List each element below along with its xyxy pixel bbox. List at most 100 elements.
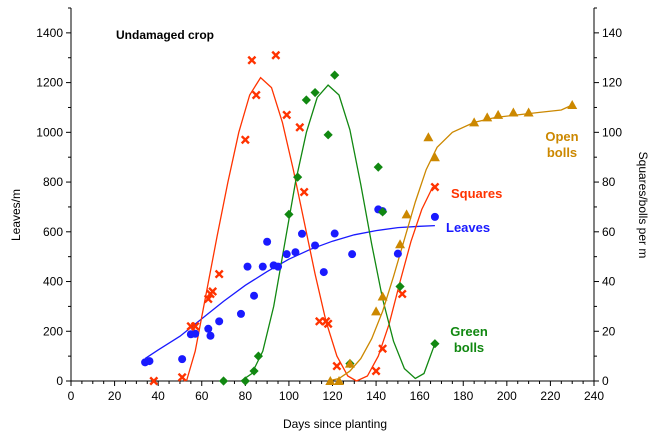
green-bolls-point <box>330 70 340 80</box>
chart-title: Undamaged crop <box>116 28 214 42</box>
squares-point-stroke <box>149 376 159 386</box>
leaves-point <box>297 229 306 238</box>
open-bolls-point <box>423 132 434 142</box>
squares-point <box>214 269 224 279</box>
y2-tick-label: 140 <box>602 26 622 40</box>
x-tick-label: 220 <box>540 389 560 403</box>
green-bolls-point <box>249 366 259 376</box>
green-bolls-point <box>310 87 320 98</box>
leaves-point <box>243 262 252 271</box>
squares-point <box>149 376 159 386</box>
y2-tick-label: 80 <box>602 175 616 189</box>
squares-point <box>282 110 292 120</box>
green-bolls-point <box>373 162 383 172</box>
leaves-point <box>206 331 215 340</box>
x-tick-label: 40 <box>151 389 165 403</box>
squares-point-stroke <box>251 90 261 100</box>
squares-point <box>323 319 333 329</box>
green-bolls-point <box>430 339 440 349</box>
green-bolls-label: bolls <box>454 340 484 355</box>
y2-axis-title: Squares/bolls per m <box>636 152 650 259</box>
leaves-point <box>178 355 187 364</box>
y2-tick-label: 0 <box>602 374 609 388</box>
y-tick-label: 200 <box>43 324 63 338</box>
squares-point <box>397 289 407 299</box>
leaves-point <box>430 212 439 221</box>
y-tick-label: 1400 <box>36 26 63 40</box>
y-tick-label: 1000 <box>36 125 63 139</box>
y-tick-label: 600 <box>43 225 63 239</box>
squares-point-stroke <box>208 287 218 296</box>
open-bolls-point <box>395 239 406 249</box>
green-bolls-point <box>284 209 294 219</box>
leaves-point <box>393 249 402 258</box>
green-bolls-point <box>240 376 250 386</box>
y2-tick-label: 40 <box>602 275 616 289</box>
squares-point <box>190 321 200 331</box>
leaves-point <box>274 262 283 271</box>
squares-point <box>295 122 305 132</box>
x-axis-title: Days since planting <box>283 417 387 431</box>
squares-point <box>271 50 281 60</box>
open-bolls-point <box>401 209 412 219</box>
leaves-point <box>319 268 328 277</box>
leaves-point <box>236 309 245 318</box>
leaves-point <box>258 262 267 271</box>
y-tick-label: 400 <box>43 275 63 289</box>
leaves-point <box>311 241 320 250</box>
squares-point-stroke <box>203 294 213 304</box>
open-bolls-point <box>377 291 388 301</box>
open-bolls-point <box>469 117 480 127</box>
squares-point <box>203 294 213 304</box>
leaves-label: Leaves <box>446 220 490 235</box>
squares-point-stroke <box>282 110 292 120</box>
squares-point-stroke <box>295 122 305 132</box>
x-tick-label: 180 <box>453 389 473 403</box>
green-bolls-curve <box>240 84 436 382</box>
leaves-point <box>204 324 213 333</box>
open-bolls-point <box>325 376 336 385</box>
leaves-point <box>250 291 259 300</box>
squares-point <box>299 187 309 197</box>
x-tick-label: 100 <box>279 389 299 403</box>
open-bolls-point <box>567 99 578 109</box>
y-tick-label: 1200 <box>36 76 63 90</box>
leaves-point <box>282 250 291 259</box>
open-bolls-label: bolls <box>547 145 577 160</box>
squares-point-stroke <box>332 361 342 371</box>
open-bolls-point <box>344 358 355 368</box>
squares-point-stroke <box>371 366 381 376</box>
squares-point <box>240 135 250 145</box>
squares-curve <box>185 76 434 382</box>
squares-point-stroke <box>271 50 281 60</box>
leaves-curve <box>144 224 435 360</box>
leaves-point <box>348 250 357 259</box>
squares-point <box>247 55 257 65</box>
open-bolls-label: Open <box>545 129 578 144</box>
green-bolls-point <box>253 351 264 361</box>
squares-point-stroke <box>323 319 333 329</box>
squares-point <box>378 344 388 354</box>
squares-point <box>314 316 324 326</box>
squares-point <box>251 90 261 100</box>
open-bolls-point <box>493 109 504 119</box>
axes: 0 20 40 60 80 100 120 140 160 180 200 220 2400200400… <box>36 7 622 403</box>
green-bolls-point <box>301 95 311 105</box>
y2-tick-label: 60 <box>602 225 616 239</box>
open-bolls-point <box>523 107 534 117</box>
x-tick-label: 0 <box>68 389 75 403</box>
squares-point-stroke <box>378 344 388 354</box>
squares-point-stroke <box>214 269 224 279</box>
open-bolls-point <box>371 306 382 316</box>
squares-point-stroke <box>240 135 250 145</box>
squares-point-stroke <box>397 289 407 299</box>
x-tick-label: 200 <box>497 389 517 403</box>
squares-point-stroke <box>190 321 200 331</box>
squares-point <box>332 361 342 371</box>
y-tick-label: 0 <box>56 374 63 388</box>
x-tick-label: 120 <box>322 389 342 403</box>
green-bolls-point <box>293 172 303 182</box>
y2-tick-label: 100 <box>602 125 622 139</box>
